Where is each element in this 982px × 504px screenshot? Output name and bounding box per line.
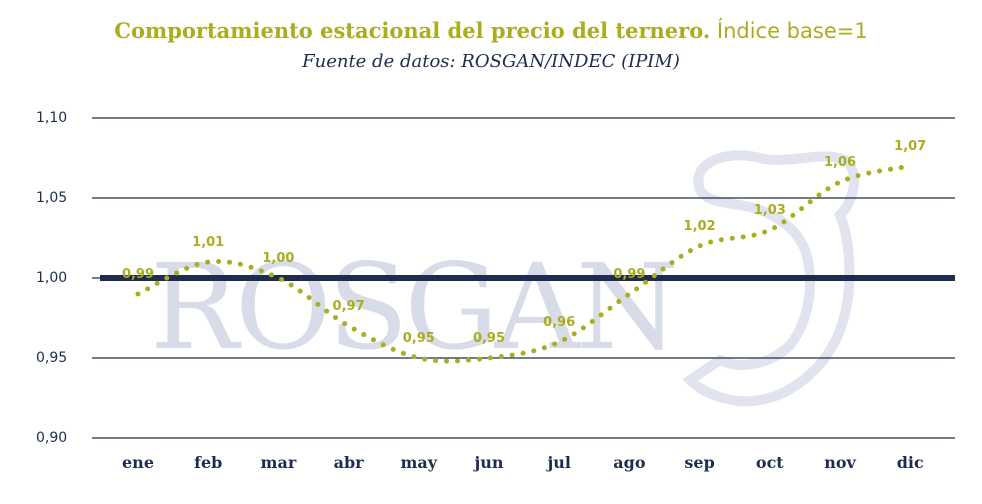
y-tick-label: 1,00 [36, 270, 67, 286]
chart-title-index: Índice base=1 [716, 19, 868, 43]
data-label: 0,96 [543, 315, 575, 330]
x-tick-label: dic [897, 453, 924, 472]
y-tick-label: 0,95 [36, 350, 67, 366]
x-tick-label: feb [194, 453, 222, 472]
y-tick-label: 0,90 [36, 430, 67, 446]
y-tick-label: 1,10 [36, 110, 67, 126]
y-tick-label: 1,05 [36, 190, 67, 206]
data-label: 1,01 [192, 235, 224, 250]
x-tick-label: mar [261, 453, 297, 472]
chart-title: Comportamiento estacional del precio del… [0, 14, 982, 48]
data-label: 0,95 [403, 331, 435, 346]
data-label: 0,99 [122, 267, 154, 282]
series-line [135, 163, 913, 364]
grid [92, 117, 955, 439]
data-label: 1,02 [684, 219, 716, 234]
data-label: 1,03 [754, 203, 786, 218]
x-tick-label: may [401, 453, 438, 472]
x-tick-label: nov [824, 453, 856, 472]
data-labels: 0,99 1,01 1,00 0,97 0,95 0,95 0,96 0,99 1,02 1,03… [122, 139, 926, 346]
data-label: 0,97 [333, 299, 365, 314]
x-tick-label: jul [545, 453, 571, 472]
x-tick-label: jun [472, 453, 503, 472]
watermark-text: ROSGAN [150, 238, 675, 376]
data-label: 0,95 [473, 331, 505, 346]
x-tick-label: sep [684, 453, 714, 472]
rosgan-watermark: ROSGAN [150, 150, 860, 407]
x-tick-label: ago [613, 453, 646, 472]
x-tick-label: oct [756, 453, 784, 472]
x-tick-label: abr [334, 453, 365, 472]
series-path [135, 163, 913, 364]
data-label: 1,06 [824, 155, 856, 170]
x-tick-label: ene [122, 453, 154, 472]
chart-title-main: Comportamiento estacional del precio del… [114, 18, 711, 43]
chart-subtitle: Fuente de datos: ROSGAN/INDEC (IPIM) [302, 51, 680, 72]
data-label: 0,99 [613, 267, 645, 282]
data-label: 1,07 [894, 139, 926, 154]
x-axis: ene feb mar abr may jun jul ago sep oct nov dic [122, 453, 924, 472]
bull-head-silhouette [682, 150, 860, 407]
data-label: 1,00 [262, 251, 294, 266]
y-axis: 1,10 1,05 1,00 0,95 0,90 [36, 110, 67, 446]
chart-titles: Comportamiento estacional del precio del… [0, 14, 982, 74]
